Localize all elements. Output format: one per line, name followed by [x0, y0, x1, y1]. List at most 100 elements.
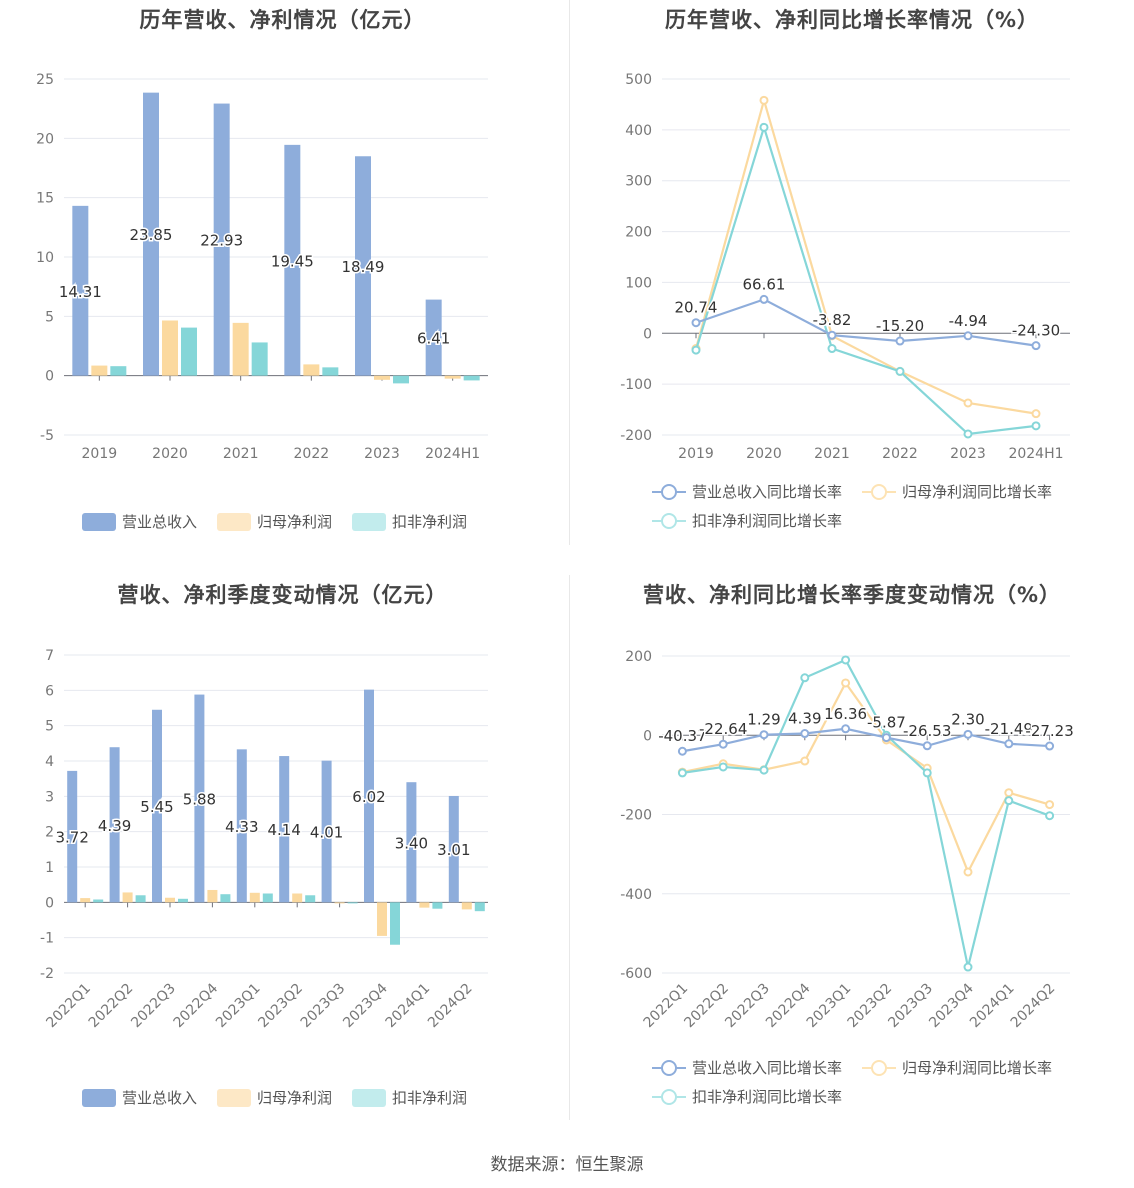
- data-point: [827, 330, 837, 340]
- quarter-bar-chart: -2-1012345672022Q12022Q22022Q32022Q42023…: [40, 648, 488, 1032]
- legend-swatch: [352, 1088, 387, 1107]
- bar: [93, 899, 104, 903]
- legend-swatch: [82, 1088, 116, 1107]
- legend-item-netprofit[interactable]: 归母净利润: [217, 511, 332, 532]
- y-tick-label: 5: [45, 719, 54, 735]
- data-point: [963, 962, 973, 972]
- x-tick-label: 2022: [882, 446, 918, 462]
- series-line: [682, 680, 1050, 875]
- legend: 营业总收入 归母净利润 扣非净利润: [82, 1087, 467, 1108]
- bar: [251, 342, 268, 376]
- x-tick-label: 2024Q1: [967, 981, 1018, 1032]
- data-point: [1045, 741, 1055, 751]
- legend: 营业总收入 归母净利润 扣非净利润: [82, 511, 467, 532]
- x-tick-label: 2019: [678, 446, 714, 462]
- data-label: 3.01: [437, 841, 470, 859]
- legend-item-deducted-growth[interactable]: 扣非净利润同比增长率: [652, 1086, 842, 1107]
- bar: [425, 299, 442, 376]
- data-point: [922, 768, 932, 778]
- legend-item-revenue-growth[interactable]: 营业总收入同比增长率: [652, 481, 842, 502]
- y-tick-label: 0: [45, 895, 54, 911]
- legend-label: 营业总收入: [122, 1089, 198, 1107]
- data-point: [1031, 421, 1041, 431]
- legend-item-deducted-growth[interactable]: 扣非净利润同比增长率: [652, 510, 842, 531]
- legend-swatch: [217, 512, 252, 531]
- data-point: [963, 729, 973, 739]
- chart-title: 营收、净利同比增长率季度变动情况（%）: [642, 583, 1062, 607]
- x-tick-label: 2023Q3: [298, 981, 349, 1032]
- bar: [355, 156, 371, 376]
- data-point: [1004, 788, 1014, 798]
- bar: [419, 902, 430, 908]
- legend-item-revenue-growth[interactable]: 营业总收入同比增长率: [652, 1057, 842, 1078]
- y-tick-label: -1: [40, 931, 54, 947]
- x-tick-label: 2023Q1: [213, 981, 264, 1032]
- bar: [236, 749, 247, 903]
- data-label: -4.94: [949, 312, 988, 330]
- data-label: 6.02: [352, 788, 385, 806]
- bar: [303, 364, 320, 376]
- y-tick-label: -400: [620, 887, 652, 903]
- legend-item-deducted[interactable]: 扣非净利润: [352, 511, 467, 532]
- bar: [474, 902, 485, 912]
- x-tick-label: 2023: [364, 446, 400, 462]
- annual-line-chart: -200 -100 0 100 200 300 400 500 2019 2020 2021 2022…: [620, 72, 1070, 462]
- legend-swatch: [652, 512, 686, 530]
- y-tick-label: 100: [625, 275, 652, 291]
- x-tick-label: 2020: [746, 446, 782, 462]
- bar: [232, 322, 249, 376]
- y-tick-label: -200: [620, 428, 652, 444]
- vertical-divider: [569, 575, 570, 1120]
- legend-item-deducted[interactable]: 扣非净利润: [352, 1087, 467, 1108]
- y-tick-label: 6: [45, 683, 54, 699]
- data-point: [800, 756, 810, 766]
- x-tick-label: 2024Q2: [425, 981, 476, 1032]
- data-point: [759, 730, 769, 740]
- x-tick-label: 2022Q2: [86, 981, 137, 1032]
- bar: [279, 756, 290, 903]
- legend-swatch: [862, 1059, 897, 1077]
- bar: [461, 902, 472, 910]
- chart-title: 历年营收、净利情况（亿元）: [139, 8, 426, 32]
- data-point: [841, 655, 851, 665]
- data-source-footer: 数据来源：恒生聚源: [490, 1155, 644, 1175]
- data-label: 18.49: [342, 258, 385, 276]
- x-tick-label: 2024H1: [1008, 446, 1063, 462]
- legend-item-revenue[interactable]: 营业总收入: [82, 1087, 197, 1108]
- legend-item-netprofit-growth[interactable]: 归母净利润同比增长率: [862, 1057, 1052, 1078]
- y-tick-label: -100: [620, 377, 652, 393]
- bar: [347, 902, 358, 904]
- data-point: [759, 765, 769, 775]
- x-tick-label: 2023Q4: [926, 980, 977, 1031]
- bar: [377, 902, 387, 936]
- data-label: 20.74: [675, 299, 718, 317]
- legend-item-netprofit-growth[interactable]: 归母净利润同比增长率: [862, 481, 1052, 502]
- legend-item-netprofit[interactable]: 归母净利润: [217, 1087, 332, 1108]
- data-point: [1045, 811, 1055, 821]
- data-label: 4.14: [267, 821, 300, 839]
- quarter-bar-panel: 营收、净利季度变动情况（亿元） -2 -1 0 1 2 3 4 5 6 7 2022Q1 2022Q2…: [0, 575, 565, 1120]
- bar: [393, 375, 409, 384]
- x-tick-label: 2023: [950, 446, 986, 462]
- data-point: [800, 673, 810, 683]
- legend-label: 扣非净利润: [392, 1089, 468, 1107]
- data-point: [922, 741, 932, 751]
- bar: [110, 366, 127, 376]
- bar: [305, 895, 316, 903]
- data-point: [1045, 800, 1055, 810]
- y-tick-label: 0: [45, 369, 54, 385]
- data-point: [691, 318, 701, 328]
- series-line: [682, 658, 1050, 968]
- x-tick-label: 2022Q3: [128, 981, 179, 1032]
- data-point: [1031, 341, 1041, 351]
- data-label: -5.87: [867, 714, 906, 732]
- data-point: [800, 729, 810, 739]
- bar: [72, 205, 89, 376]
- bar: [135, 895, 146, 903]
- data-point: [963, 331, 973, 341]
- legend-item-revenue[interactable]: 营业总收入: [82, 511, 197, 532]
- y-tick-label: 15: [36, 191, 54, 207]
- legend-label: 归母净利润同比增长率: [902, 483, 1053, 501]
- data-label: 22.93: [200, 232, 243, 250]
- y-tick-label: 1: [45, 860, 54, 876]
